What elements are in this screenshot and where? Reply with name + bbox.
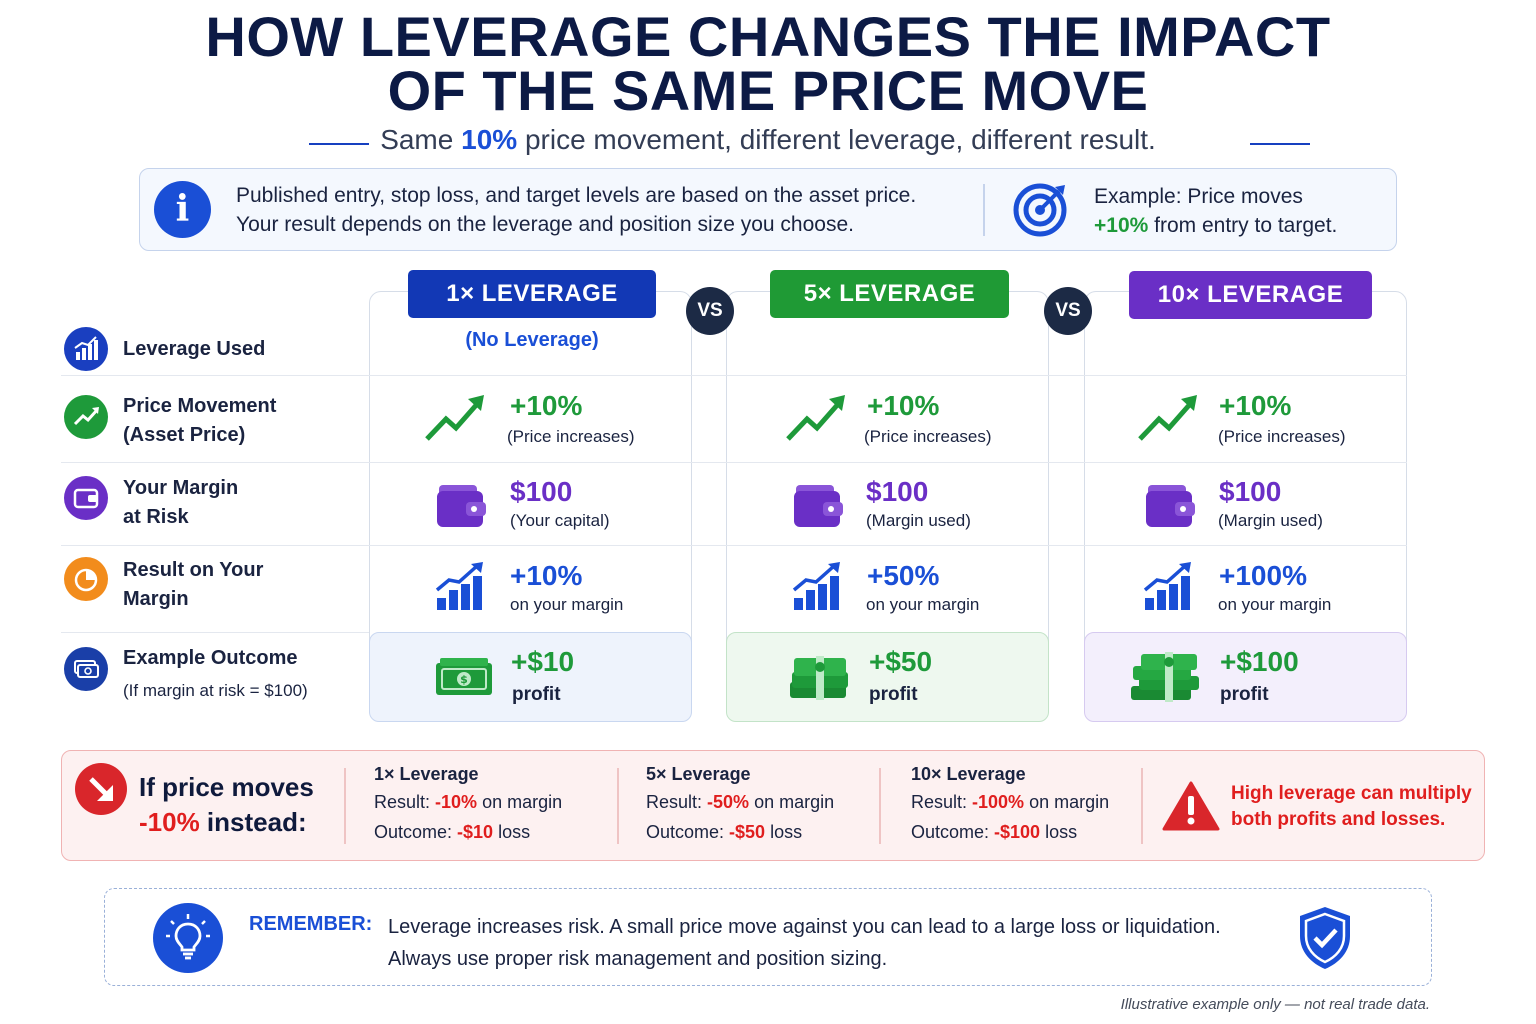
vs-badge-1: VS [686, 287, 734, 335]
shield-check-icon [1295, 904, 1355, 972]
warning-triangle-icon [1162, 780, 1220, 832]
header-5x-leverage: 5× LEVERAGE [770, 270, 1009, 318]
row-label-example-outcome: Example Outcome (If margin at risk = $10… [123, 647, 308, 700]
wallet-icon [1145, 483, 1197, 529]
info-divider [983, 184, 985, 236]
downside-col-10x: 10× Leverage Result: -100% on margin Out… [911, 764, 1110, 842]
wallet-icon [436, 483, 488, 529]
title-line-2: OF THE SAME PRICE MOVE [387, 59, 1149, 122]
outcome-coins-icon [64, 647, 108, 691]
row-divider [61, 632, 369, 633]
price-value-10x: +10% [1219, 390, 1292, 421]
price-note-10x: (Price increases) [1218, 427, 1346, 446]
downside-col-5x: 5× Leverage Result: -50% on margin Outco… [646, 764, 835, 842]
divider [617, 768, 619, 844]
cash-stack-icon [786, 652, 852, 702]
trend-up-icon [1137, 393, 1199, 443]
info-panel [139, 168, 1397, 251]
outcome-note-5x: profit [869, 684, 918, 705]
row-label-price-movement: Price Movement (Asset Price) [123, 395, 277, 446]
lightbulb-icon [153, 903, 223, 973]
info-icon: i [154, 181, 211, 238]
result-note-1x: on your margin [510, 595, 624, 614]
margin-value-10x: $100 [1219, 476, 1282, 507]
cash-pile-icon [1129, 650, 1203, 704]
bar-growth-icon [1143, 562, 1193, 612]
result-pie-icon [64, 557, 108, 601]
trend-down-icon [75, 763, 127, 815]
header-1x-leverage: 1× LEVERAGE [408, 270, 656, 318]
vs-badge-2: VS [1044, 287, 1092, 335]
example-highlight: +10% [1094, 214, 1149, 237]
downside-col-1x: 1× Leverage Result: -10% on margin Outco… [374, 764, 563, 842]
outcome-value-5x: +$50 [869, 646, 933, 677]
header-10x-leverage: 10× LEVERAGE [1129, 271, 1372, 319]
row-divider [61, 375, 1407, 376]
result-note-5x: on your margin [866, 595, 980, 614]
price-value-1x: +10% [510, 390, 583, 421]
page-title: HOW LEVERAGE CHANGES THE IMPACT OF THE S… [0, 5, 1536, 122]
outcome-note-1x: profit [512, 684, 561, 705]
result-note-10x: on your margin [1218, 595, 1332, 614]
title-line-1: HOW LEVERAGE CHANGES THE IMPACT [205, 5, 1331, 68]
outcome-value-10x: +$100 [1220, 646, 1299, 677]
outcome-note-10x: profit [1220, 684, 1269, 705]
margin-wallet-icon [64, 476, 108, 520]
divider [1141, 768, 1143, 844]
row-label-margin-at-risk: Your Margin at Risk [123, 477, 239, 528]
remember-panel [104, 888, 1432, 986]
row-label-leverage-used: Leverage Used [123, 338, 266, 360]
result-value-5x: +50% [867, 560, 940, 591]
bar-growth-icon [792, 562, 842, 612]
divider [879, 768, 881, 844]
margin-note-5x: (Margin used) [866, 511, 971, 530]
subtitle: Same 10% price movement, different lever… [380, 124, 1156, 155]
footnote: Illustrative example only — not real tra… [1120, 996, 1430, 1013]
outcome-box-5x [726, 632, 1049, 722]
trend-up-icon [785, 393, 847, 443]
margin-value-1x: $100 [510, 476, 573, 507]
leverage-used-icon [64, 327, 108, 371]
subtitle-divider-right [1250, 143, 1310, 145]
target-icon [1011, 181, 1069, 239]
wallet-icon [793, 483, 845, 529]
no-leverage-note: (No Leverage) [465, 329, 599, 351]
price-note-5x: (Price increases) [864, 427, 992, 446]
row-label-result-on-margin: Result on Your Margin [123, 559, 264, 610]
subtitle-highlight: 10% [461, 124, 518, 155]
example-text: Example: Price moves +10% from entry to … [1094, 185, 1338, 237]
bar-growth-icon [435, 562, 485, 612]
price-value-5x: +10% [867, 390, 940, 421]
outcome-value-1x: +$10 [511, 646, 575, 677]
trend-up-icon [424, 393, 486, 443]
downside-highlight: -10% [139, 807, 200, 837]
svg-text:$: $ [460, 673, 468, 686]
result-value-1x: +10% [510, 560, 583, 591]
cash-icon: $ [434, 655, 494, 699]
subtitle-divider-left [309, 143, 369, 145]
result-value-10x: +100% [1219, 560, 1307, 591]
remember-label: REMEMBER: [249, 913, 373, 935]
downside-panel [61, 750, 1485, 861]
margin-value-5x: $100 [866, 476, 929, 507]
downside-heading: If price moves -10% instead: [139, 772, 314, 837]
margin-note-10x: (Margin used) [1218, 511, 1323, 530]
info-text: Published entry, stop loss, and target l… [236, 184, 917, 236]
margin-note-1x: (Your capital) [510, 511, 610, 530]
divider [344, 768, 346, 844]
price-note-1x: (Price increases) [507, 427, 635, 446]
row-divider [61, 545, 1407, 546]
outcome-box-1x [369, 632, 692, 722]
warning-message: High leverage can multiply both profits … [1231, 783, 1472, 830]
price-movement-icon [64, 395, 108, 439]
remember-text: Leverage increases risk. A small price m… [388, 916, 1221, 970]
row-divider [61, 462, 1407, 463]
